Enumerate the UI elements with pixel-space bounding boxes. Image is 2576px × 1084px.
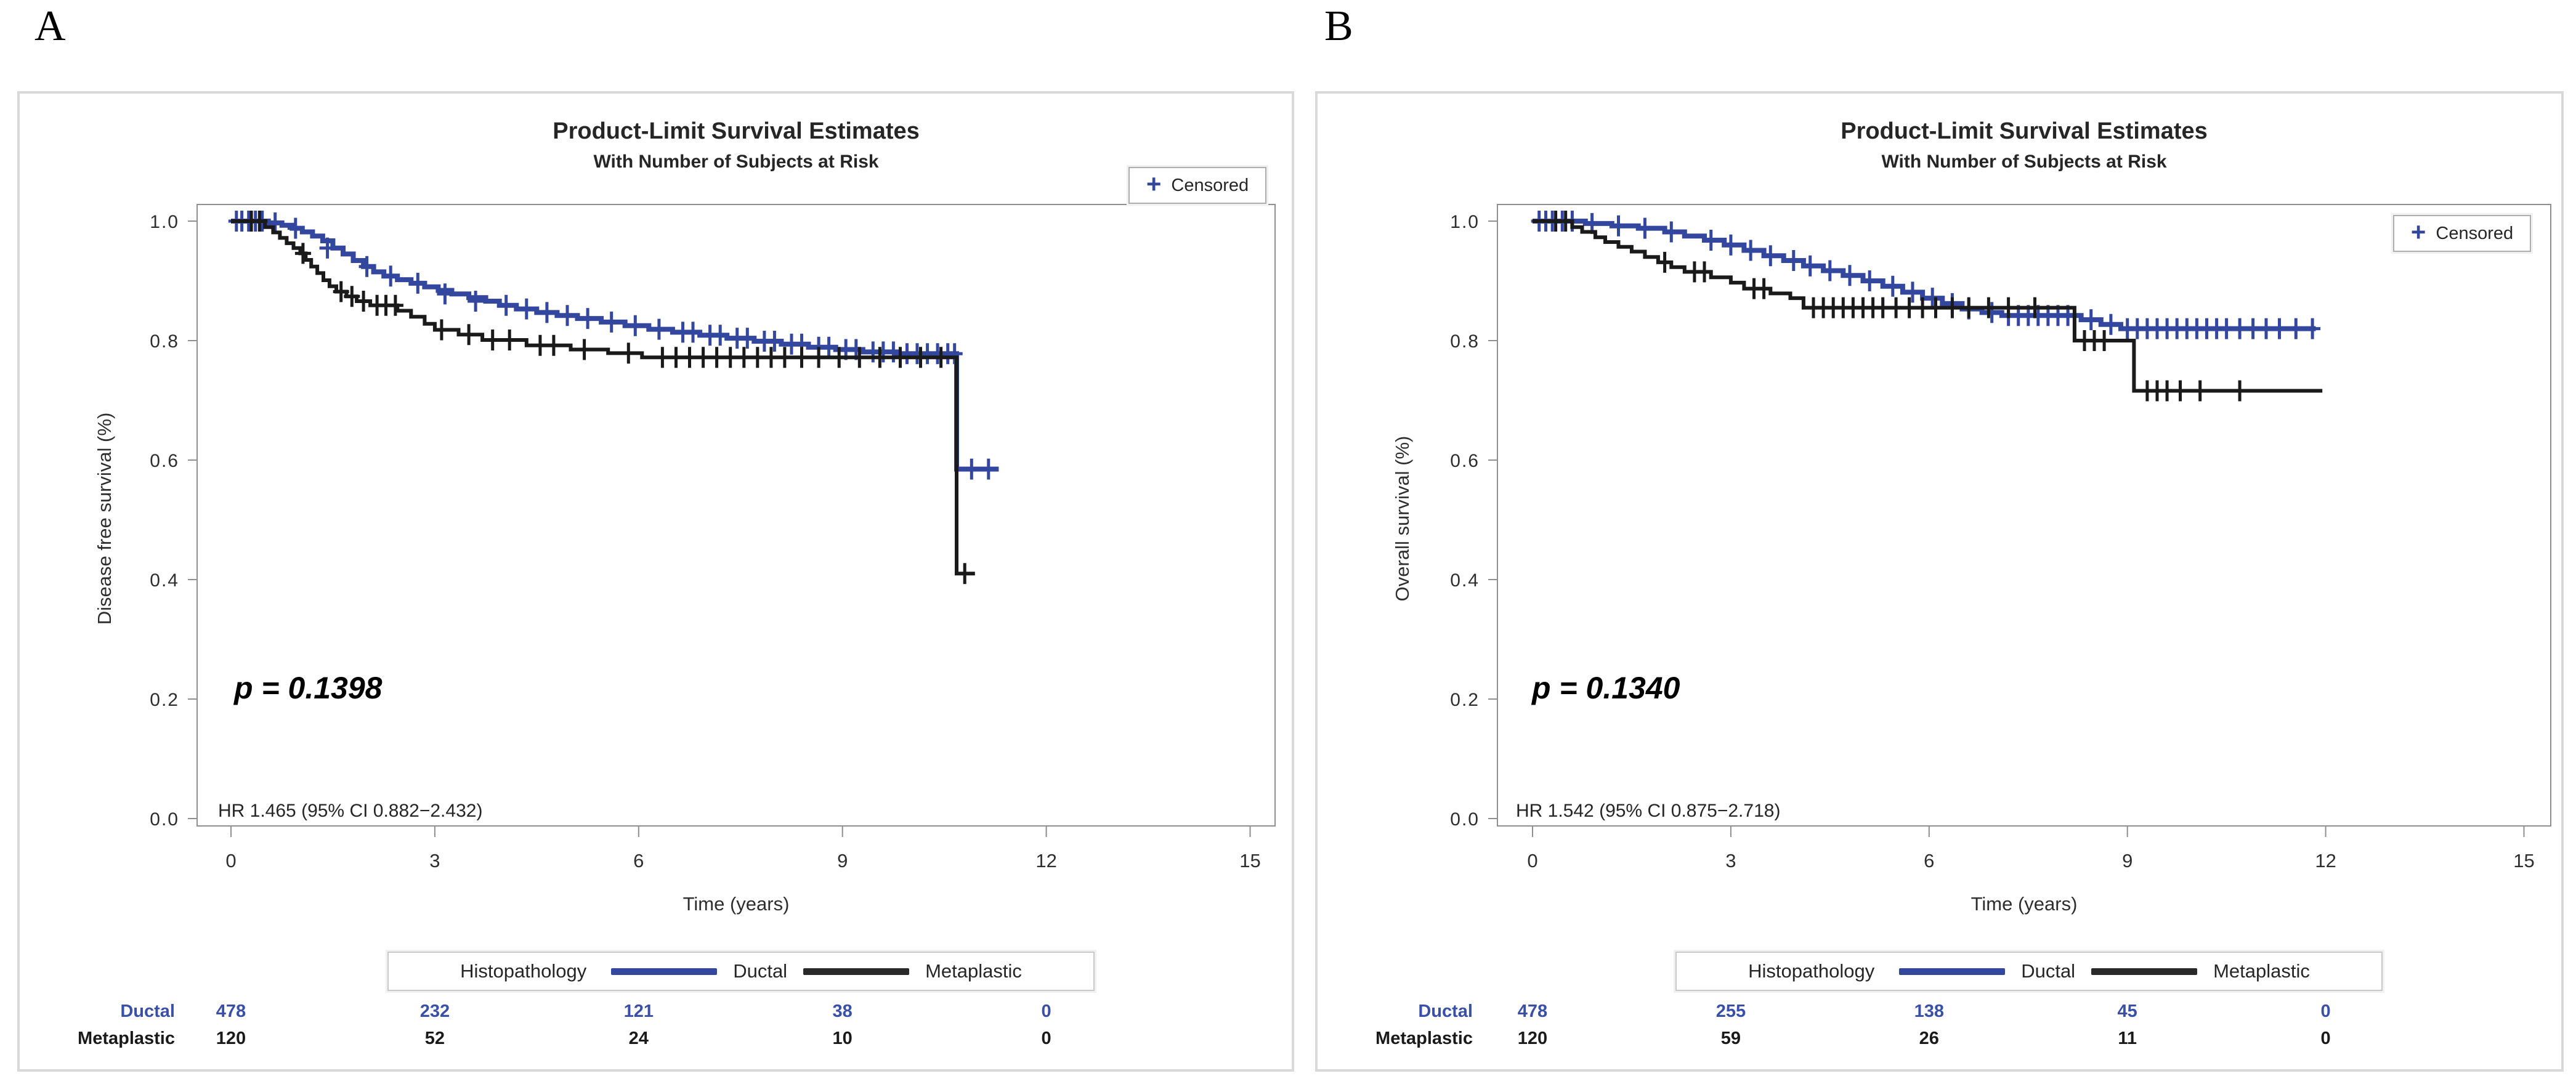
y-tick-label: 0.4: [1450, 570, 1480, 591]
panel-a-letter: A: [34, 2, 66, 50]
y-tick-label: 1.0: [1450, 212, 1480, 232]
chart-subtitle: With Number of Subjects at Risk: [1881, 152, 2167, 172]
censored-legend: + Censored: [2393, 215, 2531, 252]
y-tick-label: 0.8: [150, 331, 179, 352]
y-tick-label: 0.8: [1450, 331, 1480, 352]
legend-label-metaplastic: Metaplastic: [2213, 960, 2310, 982]
risk-count: 0: [1041, 1029, 1051, 1048]
risk-row-label-metaplastic: Metaplastic: [1375, 1029, 1473, 1048]
risk-count: 11: [2118, 1029, 2137, 1048]
censored-legend: + Censored: [1128, 167, 1266, 204]
x-tick-label: 12: [2315, 850, 2336, 872]
x-axis-label: Time (years): [1970, 893, 2078, 915]
x-tick-label: 3: [429, 850, 440, 872]
risk-row-label-metaplastic: Metaplastic: [78, 1029, 175, 1048]
y-axis-label: Disease free survival (%): [94, 412, 115, 625]
risk-count: 10: [832, 1029, 853, 1048]
x-tick-label: 12: [1035, 850, 1056, 872]
risk-count: 0: [1041, 1001, 1051, 1021]
censored-plus-icon: +: [2410, 217, 2426, 246]
y-tick-label: 0.0: [1450, 809, 1480, 830]
censor-marks-metaplastic: [243, 211, 973, 584]
y-axis-label: Overall survival (%): [1391, 435, 1413, 602]
y-tick-label: 0.4: [150, 570, 179, 591]
x-tick-label: 6: [633, 850, 644, 872]
survival-curve-metaplastic: [1533, 219, 2323, 393]
chart-title: Product-Limit Survival Estimates: [1841, 118, 2208, 144]
x-tick-label: 15: [1239, 850, 1260, 872]
panel-b: Product-Limit Survival Estimates With Nu…: [1315, 91, 2564, 1072]
series-legend: Histopathology Ductal Metaplastic: [387, 952, 1095, 991]
legend-label-ductal: Ductal: [733, 960, 788, 982]
risk-count: 52: [424, 1029, 445, 1048]
y-tick-label: 0.0: [150, 809, 179, 830]
panel-a: Product-Limit Survival Estimates With Nu…: [17, 91, 1294, 1072]
hazard-ratio: HR 1.542 (95% CI 0.875−2.718): [1516, 801, 1781, 821]
plot-frame: [1497, 204, 2551, 827]
censor-marks-metaplastic: [1547, 211, 2248, 402]
risk-count: 478: [1517, 1001, 1548, 1021]
risk-count: 45: [2117, 1001, 2137, 1021]
risk-count: 138: [1914, 1001, 1944, 1021]
series-legend: Histopathology Ductal Metaplastic: [1675, 952, 2383, 991]
y-tick-label: 1.0: [150, 212, 179, 232]
x-tick-label: 0: [225, 850, 236, 872]
risk-count: 120: [1517, 1029, 1548, 1048]
survival-plot: 1.0 0.8 0.6 0.4 0.2 0.0 0 3 6 9 12 15: [1450, 204, 2551, 872]
y-tick-label: 0.6: [1450, 451, 1480, 471]
survival-plot: 1.0 0.8 0.6 0.4 0.2 0.0 0 3 6 9 12 15: [150, 204, 1276, 872]
x-tick-label: 9: [2122, 850, 2132, 872]
x-tick-label: 6: [1924, 850, 1934, 872]
risk-count: 121: [623, 1001, 654, 1021]
risk-count: 24: [628, 1029, 649, 1048]
x-tick-label: 15: [2513, 850, 2534, 872]
legend-title: Histopathology: [460, 960, 587, 982]
risk-count: 26: [1919, 1029, 1939, 1048]
y-tick-label: 0.6: [150, 451, 179, 471]
legend-swatch-metaplastic: [2091, 968, 2198, 975]
chart-title: Product-Limit Survival Estimates: [553, 118, 920, 144]
risk-count: 59: [1720, 1029, 1741, 1048]
legend-label-ductal: Ductal: [2021, 960, 2076, 982]
x-tick-label: 9: [837, 850, 848, 872]
legend-label-metaplastic: Metaplastic: [925, 960, 1022, 982]
censored-label: Censored: [2436, 223, 2514, 243]
risk-row-label-ductal: Ductal: [1418, 1001, 1473, 1021]
p-value: p = 0.1340: [1532, 671, 1680, 705]
legend-swatch-metaplastic: [803, 968, 910, 975]
y-tick-label: 0.2: [150, 690, 179, 710]
hazard-ratio: HR 1.465 (95% CI 0.882−2.432): [218, 801, 483, 821]
x-axis-label: Time (years): [682, 893, 790, 915]
risk-count: 232: [419, 1001, 450, 1021]
risk-count: 120: [216, 1029, 246, 1048]
censored-label: Censored: [1171, 175, 1249, 195]
risk-count: 0: [2320, 1001, 2331, 1021]
x-tick-label: 0: [1527, 850, 1537, 872]
risk-count: 38: [832, 1001, 853, 1021]
risk-count: 0: [2320, 1029, 2331, 1048]
censored-plus-icon: +: [1146, 169, 1162, 198]
p-value: p = 0.1398: [234, 671, 383, 705]
y-tick-label: 0.2: [1450, 690, 1480, 710]
x-tick-label: 3: [1725, 850, 1736, 872]
risk-count: 255: [1715, 1001, 1746, 1021]
chart-subtitle: With Number of Subjects at Risk: [593, 152, 879, 172]
legend-swatch-ductal: [1899, 968, 2006, 975]
legend-swatch-ductal: [611, 968, 718, 975]
panel-b-letter: B: [1324, 2, 1353, 50]
risk-count: 478: [216, 1001, 246, 1021]
legend-title: Histopathology: [1748, 960, 1875, 982]
risk-row-label-ductal: Ductal: [120, 1001, 175, 1021]
